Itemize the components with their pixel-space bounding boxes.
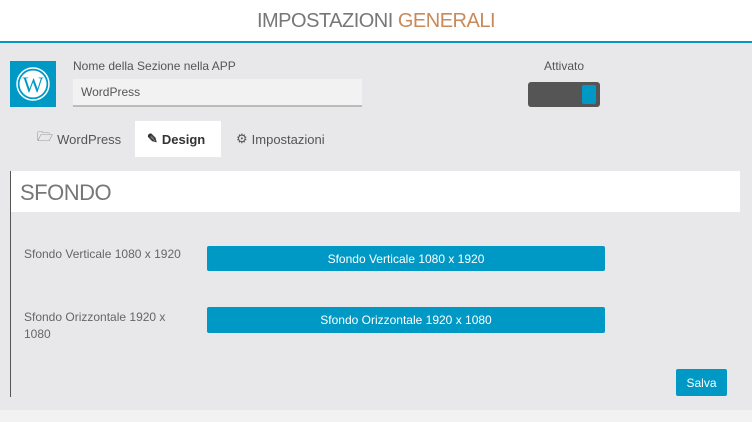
tab-label: Impostazioni [251,131,325,147]
toggle-knob [582,85,596,104]
title-part-highlight: GENERALI [397,10,496,32]
pencil-icon: ✎ [147,131,158,146]
panel-title: SFONDO [20,180,112,205]
title-part: IMPOSTAZIONI [256,10,398,32]
tab-design[interactable]: ✎ Design [135,121,221,157]
panel-header [11,171,740,212]
gears-icon: ⚙ [236,131,248,146]
header-divider [0,41,752,43]
row-label: Sfondo Orizzontale 1920 x 1080 [24,310,166,341]
enabled-toggle[interactable] [528,82,600,107]
row-label: Sfondo Verticale 1080 x 1920 [24,247,181,261]
save-button[interactable]: Salva [676,369,727,396]
tab-label: WordPress [57,131,122,147]
section-name-input[interactable] [73,79,362,107]
enabled-label: Attivato [543,59,585,73]
panel-border [10,171,11,397]
svg-text:W: W [23,72,44,97]
section-name-label: Nome della Sezione nella APP [73,59,236,73]
tab-wordpress[interactable]: 🗁 WordPress [24,121,132,157]
tab-label: Design [161,131,206,147]
wordpress-icon: W [10,61,56,107]
tab-impostazioni[interactable]: ⚙ Impostazioni [224,121,344,157]
upload-horizontal-background-button[interactable]: Sfondo Orizzontale 1920 x 1080 [207,307,605,333]
folder-open-icon: 🗁 [37,129,54,144]
page-title: IMPOSTAZIONI GENERALI [0,0,752,42]
upload-vertical-background-button[interactable]: Sfondo Verticale 1080 x 1920 [207,246,605,271]
page-header: IMPOSTAZIONI GENERALI [0,0,752,41]
